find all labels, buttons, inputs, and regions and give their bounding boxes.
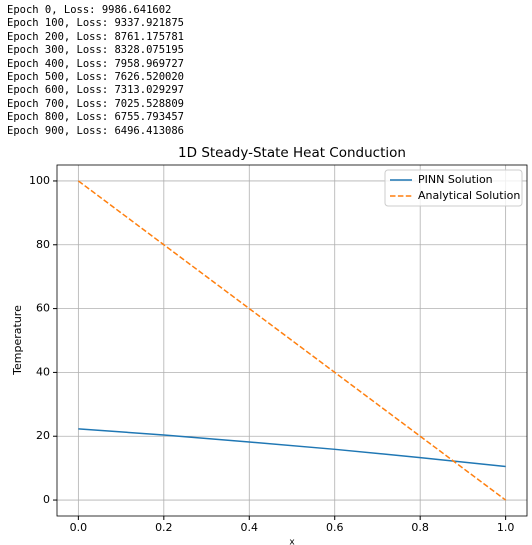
legend-box: [384, 169, 523, 207]
x-tick-label: 0.0: [70, 521, 88, 534]
x-tick-label: 0.6: [326, 521, 344, 534]
y-tick-label: 60: [36, 302, 50, 315]
plot-frame: [56, 164, 528, 517]
log-line: Epoch 400, Loss: 7958.969727: [7, 57, 185, 70]
x-axis-label: x: [289, 538, 295, 545]
y-tick-label: 40: [36, 365, 50, 378]
log-line: Epoch 200, Loss: 8761.175781: [7, 30, 185, 43]
log-line: Epoch 300, Loss: 8328.075195: [7, 44, 185, 57]
x-tick-label: 0.8: [411, 521, 429, 534]
log-line: Epoch 0, Loss: 9986.641602: [7, 4, 172, 16]
y-tick-label: 100: [29, 174, 50, 187]
chart-title: 1D Steady-State Heat Conduction: [178, 145, 406, 161]
series-line: [78, 428, 506, 468]
series-line: [77, 180, 507, 501]
legend-label: Analytical Solution: [418, 189, 520, 202]
y-tick-label: 20: [36, 429, 50, 442]
log-line: Epoch 500, Loss: 7626.520020: [7, 71, 185, 84]
log-line: Epoch 800, Loss: 6755.793457: [7, 111, 185, 124]
y-axis-label: Temperature: [11, 305, 24, 376]
log-line: Epoch 600, Loss: 7313.029297: [7, 84, 185, 97]
log-line: Epoch 100, Loss: 9337.921875: [7, 17, 185, 30]
x-tick-label: 0.2: [155, 521, 173, 534]
x-tick-label: 1.0: [497, 521, 515, 534]
x-tick-label: 0.4: [241, 521, 259, 534]
training-log: Epoch 0, Loss: 9986.641602 Epoch 100, Los…: [7, 4, 184, 138]
y-tick-label: 80: [36, 238, 50, 251]
log-line: Epoch 900, Loss: 6496.413086: [7, 124, 185, 137]
log-line: Epoch 700, Loss: 7025.528809: [7, 97, 185, 110]
y-tick-label: 0: [43, 493, 50, 506]
legend-label: PINN Solution: [418, 173, 493, 186]
